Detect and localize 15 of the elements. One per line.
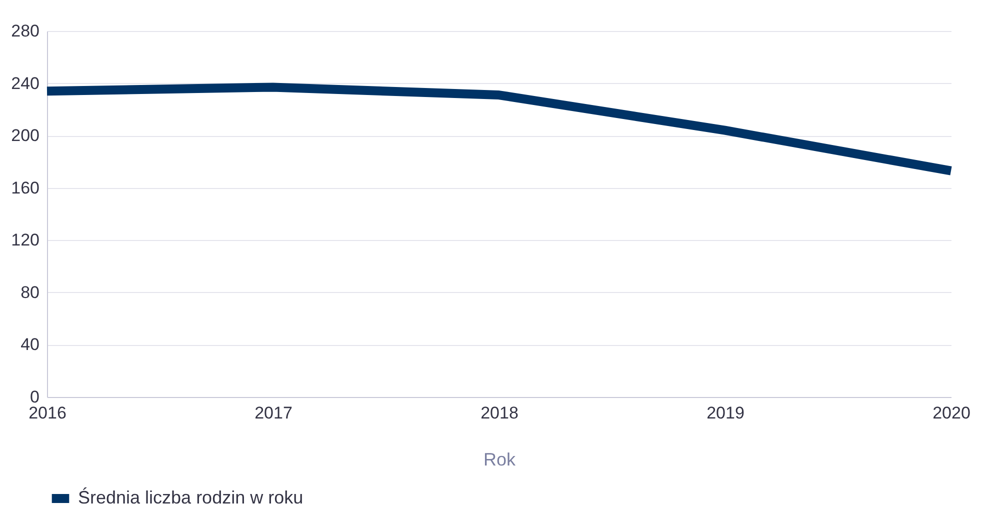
y-tick-label: 120 bbox=[11, 230, 40, 250]
y-tick-label: 280 bbox=[11, 22, 40, 40]
y-tick-label: 80 bbox=[20, 282, 40, 302]
y-tick-label: 200 bbox=[11, 126, 40, 146]
x-tick-label: 2019 bbox=[706, 404, 744, 422]
x-tick-label: 2018 bbox=[480, 404, 518, 422]
y-tick-label: 160 bbox=[11, 178, 40, 198]
x-tick-label: 2016 bbox=[28, 404, 66, 422]
y-tick-label: 0 bbox=[30, 388, 40, 406]
y-tick-label: 240 bbox=[11, 74, 40, 93]
x-tick-label: 2020 bbox=[932, 404, 970, 422]
x-axis-title: Rok bbox=[483, 450, 516, 470]
x-tick-label: 2017 bbox=[254, 404, 292, 422]
y-tick-label: 40 bbox=[20, 335, 40, 354]
legend-label: Średnia liczba rodzin w roku bbox=[78, 486, 304, 508]
